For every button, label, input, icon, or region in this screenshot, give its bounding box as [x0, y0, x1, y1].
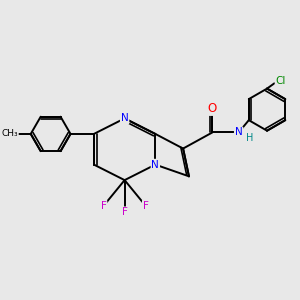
Text: O: O: [208, 102, 217, 115]
Text: N: N: [121, 113, 128, 123]
Text: F: F: [122, 207, 128, 217]
Text: Cl: Cl: [276, 76, 286, 86]
Text: N: N: [235, 128, 242, 137]
Text: N: N: [152, 160, 159, 170]
Text: F: F: [100, 201, 106, 211]
Text: F: F: [143, 201, 148, 211]
Text: CH₃: CH₃: [2, 129, 18, 138]
Text: H: H: [246, 133, 253, 143]
